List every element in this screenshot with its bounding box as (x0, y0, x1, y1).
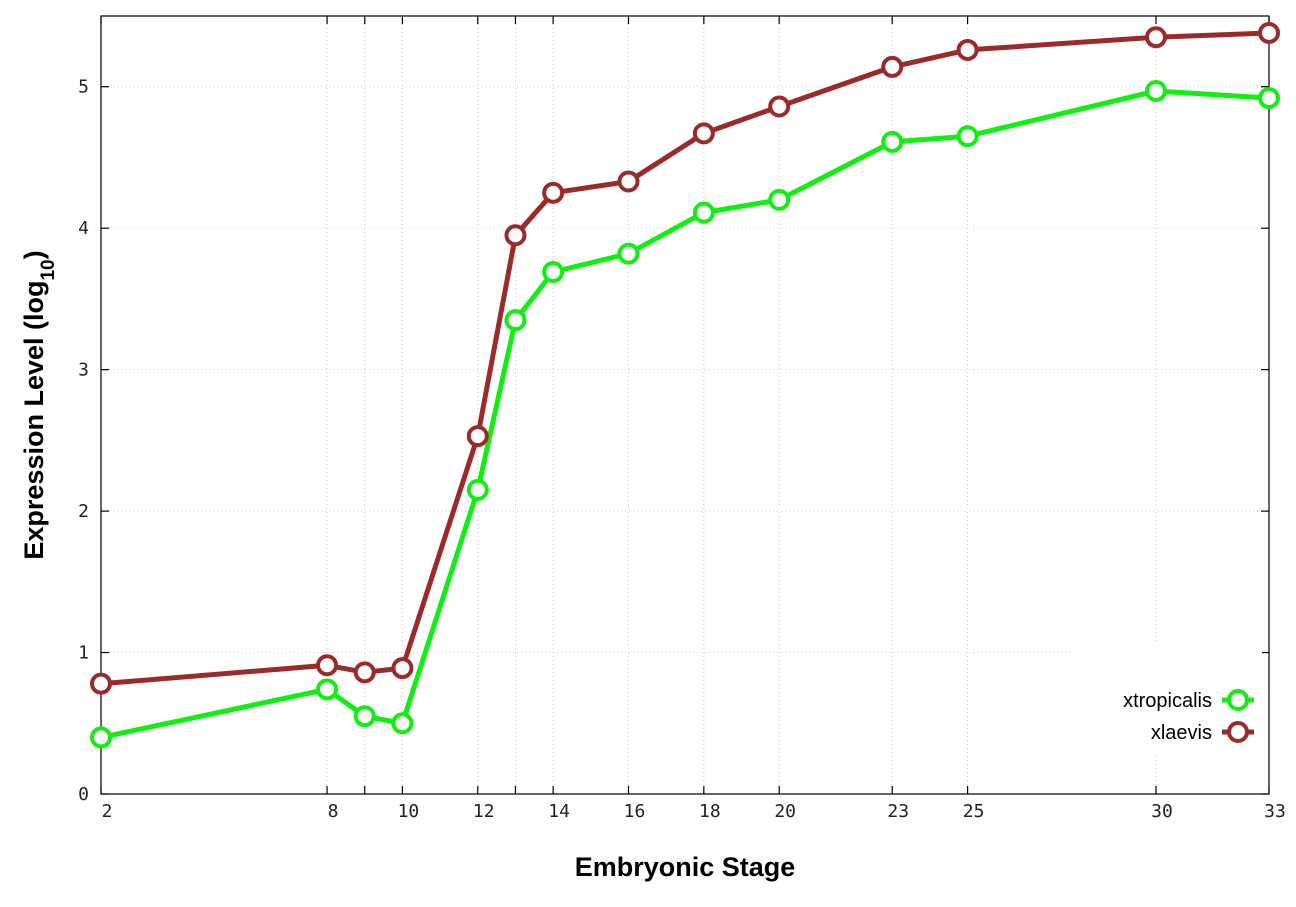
data-point-xlaevis (90, 672, 112, 695)
y-axis-title-main: Expression Level (log (19, 281, 49, 560)
data-point-xlaevis (466, 425, 489, 448)
data-point-xlaevis (1258, 21, 1280, 44)
legend-marker-xtropicalis (1227, 689, 1249, 711)
series-line-xtropicalis (100, 88, 1270, 740)
y-axis-title-sub: 10 (38, 259, 59, 280)
data-point-xlaevis (881, 55, 904, 78)
x-tick-label: 14 (548, 801, 570, 822)
y-axis-title: Expression Level (log10) (19, 250, 59, 559)
legend-marker-xlaevis (1227, 721, 1249, 743)
legend-key-xtropicalis (1222, 689, 1254, 711)
data-point-xtropicalis (956, 125, 979, 148)
y-axis-title-close: ) (19, 250, 49, 259)
x-tick-label: 2 (102, 801, 113, 822)
legend-label-xtropicalis: xtropicalis (1123, 690, 1212, 712)
data-point-xtropicalis (881, 130, 904, 153)
data-point-xtropicalis (90, 726, 112, 749)
data-point-xtropicalis (617, 242, 640, 265)
data-point-xtropicalis (1258, 87, 1280, 110)
data-point-xlaevis (692, 122, 715, 145)
data-point-xlaevis (617, 170, 640, 193)
data-point-xlaevis (1144, 26, 1167, 49)
y-tick-label: 3 (78, 360, 89, 381)
x-tick-label: 30 (1151, 801, 1173, 822)
x-tick-label: 10 (398, 801, 420, 822)
y-tick-label: 4 (78, 218, 89, 239)
legend-key-xlaevis (1222, 721, 1254, 743)
data-point-xlaevis (504, 224, 527, 247)
plot-frame (100, 15, 1270, 795)
x-tick-label: 20 (774, 801, 796, 822)
data-point-xlaevis (316, 654, 339, 677)
y-tick-label: 1 (78, 643, 89, 664)
data-point-xlaevis (956, 38, 979, 61)
series-xlaevis (90, 21, 1280, 695)
legend-label-xlaevis: xlaevis (1151, 722, 1212, 744)
data-point-xtropicalis (316, 678, 339, 701)
legend: xtropicalis xlaevis (1072, 642, 1262, 754)
data-point-xtropicalis (353, 705, 376, 728)
data-point-xlaevis (391, 657, 414, 680)
x-tick-label: 12 (473, 801, 495, 822)
x-tick-label: 33 (1264, 801, 1286, 822)
series-line-xlaevis (100, 30, 1270, 687)
data-point-xtropicalis (391, 712, 414, 735)
x-tick-label: 16 (624, 801, 646, 822)
data-point-xtropicalis (768, 188, 791, 211)
data-point-xlaevis (353, 661, 376, 684)
data-point-xtropicalis (542, 261, 565, 284)
data-point-xlaevis (542, 181, 565, 204)
data-point-xlaevis (768, 95, 791, 118)
y-tick-label: 5 (78, 77, 89, 98)
x-tick-label: 23 (887, 801, 909, 822)
data-point-xtropicalis (504, 309, 527, 332)
data-point-xtropicalis (1144, 79, 1167, 102)
y-tick-label: 2 (78, 501, 89, 522)
x-tick-label: 18 (699, 801, 721, 822)
data-point-xtropicalis (692, 201, 715, 224)
y-tick-label: 0 (78, 784, 89, 805)
x-axis-title: Embryonic Stage (575, 852, 796, 882)
data-point-xtropicalis (466, 478, 489, 501)
series-layer (90, 21, 1280, 749)
x-tick-label: 8 (328, 801, 339, 822)
x-tick-label: 25 (963, 801, 985, 822)
series-xtropicalis (90, 79, 1280, 749)
